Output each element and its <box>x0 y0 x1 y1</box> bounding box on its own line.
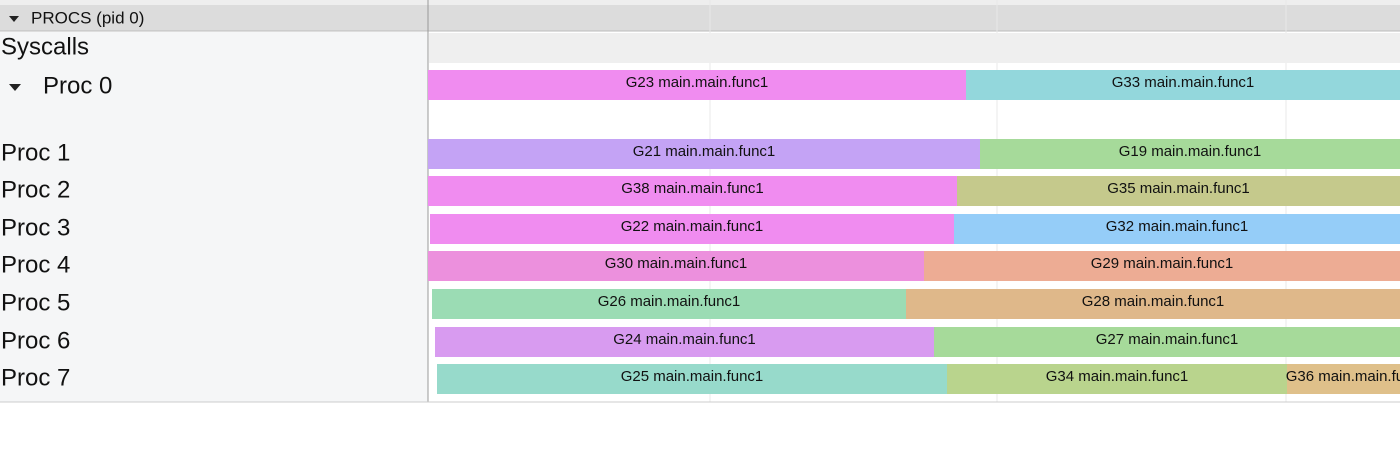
proc-label: Proc 6 <box>1 327 70 354</box>
slice[interactable] <box>435 327 934 357</box>
slice[interactable] <box>954 214 1400 244</box>
slice-label: G23 main.main.func1 <box>626 74 769 91</box>
tracks: G23 main.main.func1 G33 main.main.func1 G2… <box>428 70 1400 394</box>
slice[interactable] <box>924 251 1400 281</box>
slice-label: G19 main.main.func1 <box>1119 143 1262 160</box>
proc-label: Proc 7 <box>1 364 70 391</box>
slice-label: G33 main.main.func1 <box>1112 74 1255 91</box>
proc-label: Proc 4 <box>1 251 70 278</box>
proc-label: Proc 0 <box>43 72 112 99</box>
slice[interactable] <box>934 327 1400 357</box>
slice[interactable] <box>428 139 980 169</box>
slice[interactable] <box>947 364 1287 394</box>
slice[interactable] <box>437 364 947 394</box>
slice-label: G21 main.main.func1 <box>633 143 776 160</box>
slice-label: G35 main.main.func1 <box>1107 180 1250 197</box>
slice[interactable] <box>966 70 1400 100</box>
slice-label: G25 main.main.func1 <box>621 368 764 385</box>
slice-label: G32 main.main.func1 <box>1106 218 1249 235</box>
slice-label: G22 main.main.func1 <box>621 218 764 235</box>
slice-label: G29 main.main.func1 <box>1091 255 1234 272</box>
slice[interactable] <box>430 214 954 244</box>
proc-label: Proc 2 <box>1 176 70 203</box>
slice-label: G24 main.main.func1 <box>613 331 756 348</box>
label-panel <box>0 32 428 402</box>
slice[interactable] <box>906 289 1400 319</box>
proc-label: Proc 3 <box>1 214 70 241</box>
slice[interactable] <box>957 176 1400 206</box>
top-strip <box>0 0 1400 5</box>
slice[interactable] <box>1287 364 1400 394</box>
slice[interactable] <box>432 289 906 319</box>
slice-label: G34 main.main.func1 <box>1046 368 1189 385</box>
slice-label: G26 main.main.func1 <box>598 293 741 310</box>
proc-label: Proc 5 <box>1 289 70 316</box>
process-title: PROCS (pid 0) <box>31 8 144 27</box>
slice[interactable] <box>428 251 924 281</box>
process-header[interactable] <box>0 5 1400 31</box>
slice-label: G36 main.main.func1 <box>1286 368 1400 385</box>
syscalls-label: Syscalls <box>1 33 89 60</box>
syscalls-track <box>429 33 1400 63</box>
expand-arrow[interactable] <box>9 84 21 91</box>
collapse-arrow[interactable] <box>9 16 19 22</box>
slice-label: G27 main.main.func1 <box>1096 331 1239 348</box>
slice[interactable] <box>428 176 957 206</box>
slice[interactable] <box>428 70 966 100</box>
proc-label: Proc 1 <box>1 139 70 166</box>
slice-label: G30 main.main.func1 <box>605 255 748 272</box>
slice-label: G38 main.main.func1 <box>621 180 764 197</box>
slice[interactable] <box>980 139 1400 169</box>
slice-label: G28 main.main.func1 <box>1082 293 1225 310</box>
